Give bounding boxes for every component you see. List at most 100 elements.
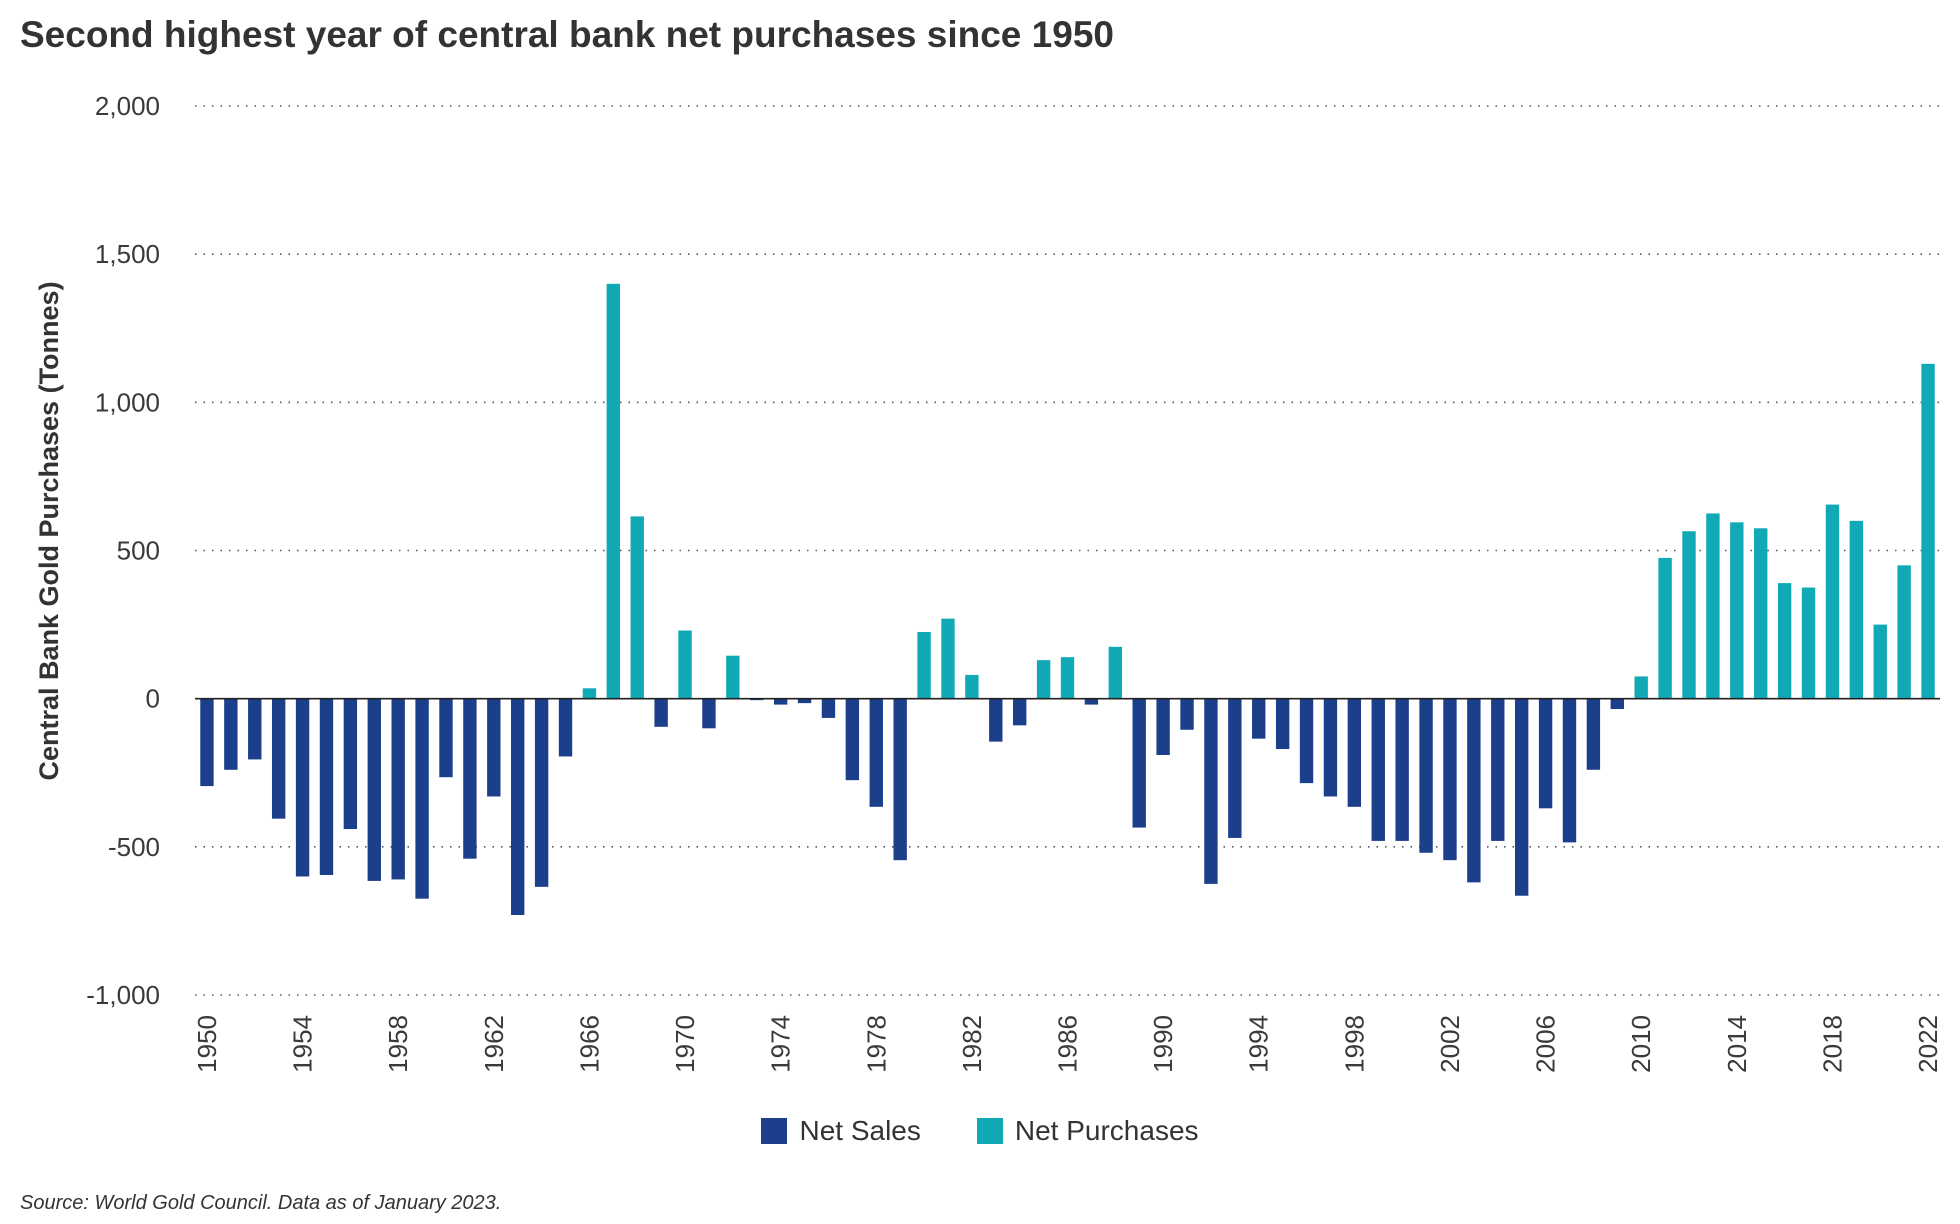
bar-2007 — [1562, 698, 1577, 843]
x-tick-label: 2018 — [1817, 1015, 1847, 1073]
bar-2012 — [1682, 531, 1696, 699]
source-note: Source: World Gold Council. Data as of J… — [20, 1192, 502, 1214]
y-tick-label: 0 — [146, 684, 160, 714]
bar-1990 — [1156, 698, 1170, 755]
bar-1962 — [487, 698, 501, 797]
bar-1964 — [534, 698, 549, 887]
bar-1997 — [1323, 698, 1338, 797]
bar-1953 — [271, 698, 286, 819]
bar-1994 — [1252, 698, 1266, 739]
bar-2004 — [1491, 698, 1505, 841]
bar-1951 — [224, 698, 238, 770]
x-axis-ticks: 1950 1954 1958 1962 1966 1970 1974 1978 1982 1986… — [192, 1015, 1943, 1073]
bar-2017 — [1801, 587, 1816, 699]
net-sales-swatch — [761, 1118, 788, 1144]
bar-2011 — [1658, 557, 1672, 699]
bar-2002 — [1443, 698, 1457, 861]
bar-1988 — [1108, 646, 1123, 699]
y-tick-label: -500 — [108, 832, 160, 862]
bar-1993 — [1228, 698, 1242, 838]
x-tick-label: 1974 — [766, 1015, 796, 1073]
y-tick-label: -1,000 — [86, 980, 160, 1010]
x-tick-label: 2002 — [1435, 1015, 1465, 1073]
bar-1966 — [582, 688, 597, 699]
x-tick-label: 2014 — [1722, 1015, 1752, 1073]
bar-1984 — [1012, 698, 1027, 726]
x-tick-label: 1954 — [288, 1015, 318, 1073]
y-tick-label: 1,000 — [95, 387, 160, 417]
bar-2001 — [1419, 698, 1433, 853]
bar-1977 — [845, 698, 860, 781]
y-axis-ticks: -1,000 -500 0 500 1,000 1,500 2,000 — [86, 91, 160, 1010]
bar-2009 — [1610, 698, 1624, 710]
bar-1955 — [319, 698, 334, 875]
x-tick-label: 1982 — [957, 1015, 987, 1073]
bar-1983 — [989, 698, 1003, 742]
bar-1976 — [821, 698, 836, 718]
x-tick-label: 1950 — [192, 1015, 222, 1073]
x-tick-label: 2010 — [1626, 1015, 1656, 1073]
bar-2020 — [1873, 624, 1887, 699]
bar-1999 — [1371, 698, 1385, 841]
x-tick-label: 1986 — [1053, 1015, 1083, 1073]
chart-title: Second highest year of central bank net … — [20, 14, 1114, 55]
legend-item-net-sales: Net Sales — [761, 1115, 921, 1147]
bar-1965 — [558, 698, 573, 757]
x-tick-label: 1990 — [1148, 1015, 1178, 1073]
bar-1959 — [415, 698, 429, 899]
legend-item-net-purchases: Net Purchases — [976, 1115, 1199, 1147]
legend-label-net-purchases: Net Purchases — [1014, 1115, 1199, 1146]
y-axis-label: Central Bank Gold Purchases (Tonnes) — [34, 281, 64, 780]
bar-1991 — [1180, 698, 1194, 730]
bar-1987 — [1084, 698, 1099, 705]
bar-1985 — [1036, 660, 1051, 699]
y-tick-label: 500 — [117, 536, 160, 566]
x-tick-label: 1962 — [479, 1015, 509, 1073]
bar-1980 — [917, 631, 931, 699]
bar-1982 — [965, 674, 979, 699]
bar-1989 — [1132, 698, 1146, 828]
gridlines — [195, 105, 1940, 996]
bar-1950 — [200, 698, 214, 787]
net-purchases-swatch — [976, 1118, 1003, 1144]
bar-1992 — [1204, 698, 1218, 884]
bar-1952 — [248, 698, 262, 760]
bar-1957 — [367, 698, 381, 881]
bar-2010 — [1634, 676, 1648, 699]
bar-2021 — [1897, 565, 1911, 699]
bar-1956 — [343, 698, 358, 830]
bar-2005 — [1514, 698, 1529, 896]
bar-1995 — [1275, 698, 1290, 750]
y-tick-label: 1,500 — [95, 239, 160, 269]
bar-1963 — [511, 698, 525, 915]
bar-1954 — [295, 698, 310, 877]
bar-1998 — [1347, 698, 1362, 807]
bar-1971 — [702, 698, 716, 729]
bar-1967 — [606, 283, 621, 699]
bar-2014 — [1730, 522, 1744, 699]
bar-1975 — [797, 698, 812, 704]
y-tick-label: 2,000 — [95, 91, 160, 121]
bar-1968 — [630, 516, 644, 699]
bar-1979 — [893, 698, 907, 861]
bar-2013 — [1706, 513, 1720, 699]
bar-2008 — [1586, 698, 1601, 770]
bar-2006 — [1538, 698, 1553, 809]
legend: Net Sales Net Purchases — [0, 1115, 1960, 1147]
bar-2019 — [1849, 520, 1864, 699]
bar-2015 — [1754, 528, 1768, 699]
bar-1960 — [439, 698, 453, 778]
x-tick-label: 2006 — [1531, 1015, 1561, 1073]
bar-1972 — [726, 655, 740, 699]
bar-1986 — [1060, 657, 1075, 699]
x-tick-label: 1966 — [574, 1015, 604, 1073]
x-tick-label: 1958 — [383, 1015, 413, 1073]
x-tick-label: 2022 — [1913, 1015, 1943, 1073]
bar-1970 — [678, 630, 692, 699]
bar-2003 — [1467, 698, 1481, 883]
bar-1996 — [1299, 698, 1314, 784]
bar-2022 — [1921, 363, 1935, 699]
x-tick-label: 1970 — [670, 1015, 700, 1073]
bar-2016 — [1777, 583, 1792, 699]
